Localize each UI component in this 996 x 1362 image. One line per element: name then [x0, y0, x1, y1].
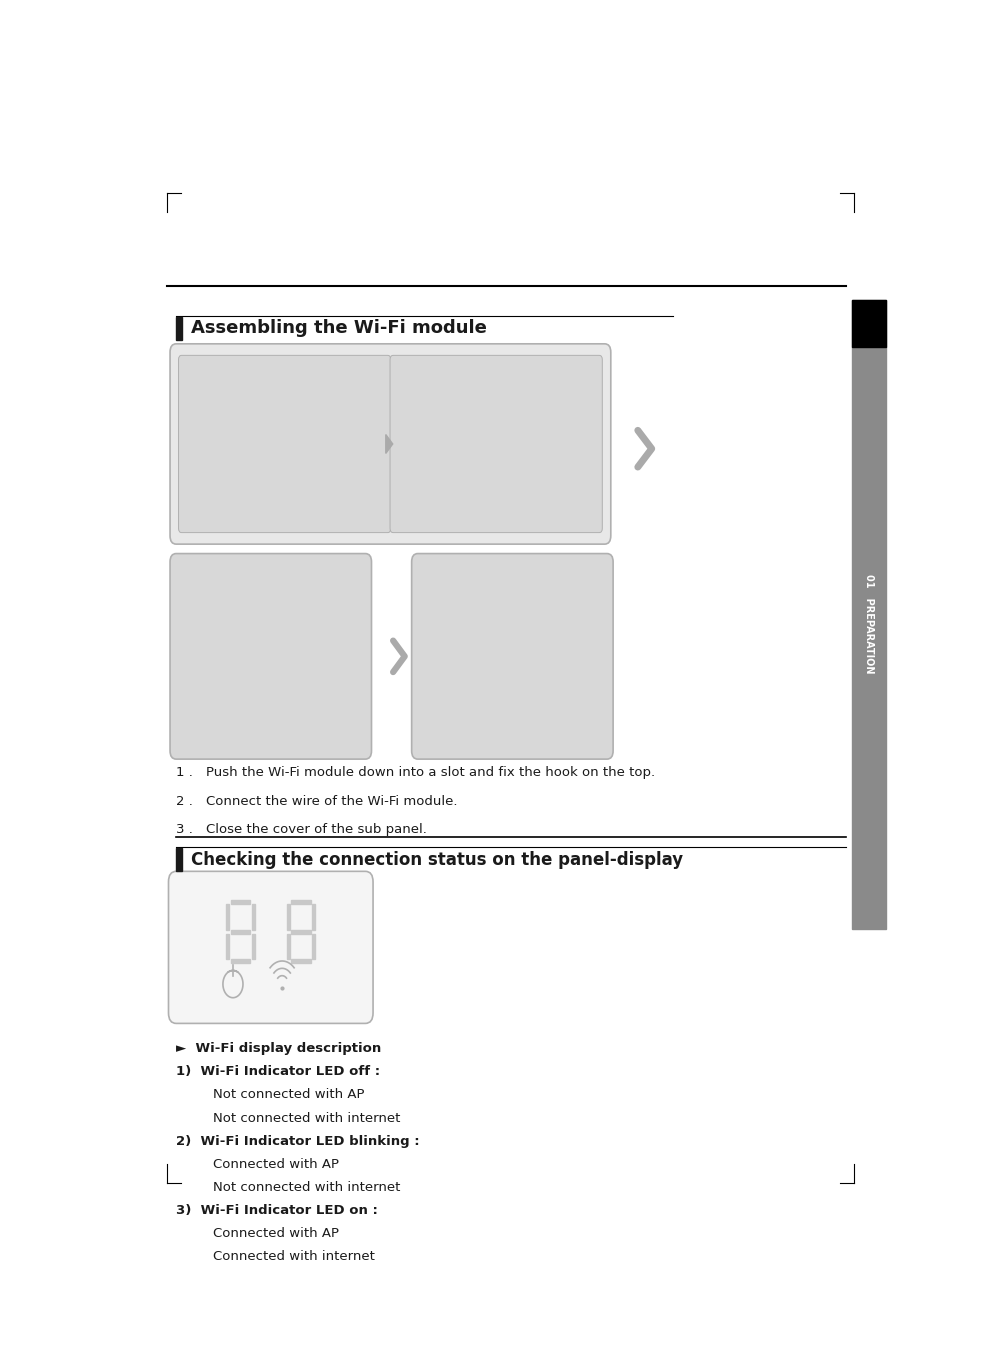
Text: 2)  Wi-Fi Indicator LED blinking :: 2) Wi-Fi Indicator LED blinking :	[176, 1135, 420, 1148]
Bar	[853, 300, 885, 347]
Text: Connected with AP: Connected with AP	[213, 1158, 340, 1171]
Text: Not connected with internet: Not connected with internet	[213, 1181, 400, 1193]
Text: 1 .: 1 .	[176, 767, 201, 779]
Polygon shape	[292, 900, 311, 904]
Text: Push the Wi-Fi module down into a slot and fix the hook on the top.: Push the Wi-Fi module down into a slot a…	[205, 767, 654, 779]
Bar	[853, 300, 885, 929]
Text: 3 .: 3 .	[176, 823, 201, 836]
Text: Connected with internet: Connected with internet	[213, 1250, 375, 1263]
Bar	[176, 316, 181, 339]
Polygon shape	[226, 904, 229, 930]
FancyBboxPatch shape	[170, 343, 611, 545]
Polygon shape	[385, 434, 392, 454]
Text: Connected with AP: Connected with AP	[213, 1227, 340, 1239]
FancyBboxPatch shape	[178, 355, 390, 533]
Text: Close the cover of the sub panel.: Close the cover of the sub panel.	[205, 823, 426, 836]
Bar	[176, 849, 181, 872]
Text: 01   PREPARATION: 01 PREPARATION	[864, 575, 874, 674]
Polygon shape	[252, 904, 255, 930]
FancyBboxPatch shape	[411, 553, 614, 759]
Text: 1)  Wi-Fi Indicator LED off :: 1) Wi-Fi Indicator LED off :	[176, 1065, 380, 1079]
Polygon shape	[292, 930, 311, 934]
Polygon shape	[231, 900, 250, 904]
FancyBboxPatch shape	[170, 553, 372, 759]
Polygon shape	[231, 959, 250, 963]
Text: ►  Wi-Fi display description: ► Wi-Fi display description	[176, 1042, 381, 1056]
Text: Connect the wire of the Wi-Fi module.: Connect the wire of the Wi-Fi module.	[205, 795, 457, 808]
Polygon shape	[287, 904, 290, 930]
Polygon shape	[312, 934, 316, 959]
Text: Assembling the Wi-Fi module: Assembling the Wi-Fi module	[191, 319, 487, 336]
Text: 2 .: 2 .	[176, 795, 201, 808]
Polygon shape	[292, 959, 311, 963]
Text: Not connected with internet: Not connected with internet	[213, 1111, 400, 1125]
Polygon shape	[287, 934, 290, 959]
Text: Not connected with AP: Not connected with AP	[213, 1088, 365, 1102]
Polygon shape	[312, 904, 316, 930]
Polygon shape	[252, 934, 255, 959]
Text: Checking the connection status on the panel-display: Checking the connection status on the pa…	[191, 851, 683, 869]
Polygon shape	[226, 934, 229, 959]
FancyBboxPatch shape	[390, 355, 603, 533]
FancyBboxPatch shape	[168, 872, 374, 1023]
Polygon shape	[231, 930, 250, 934]
Text: 3)  Wi-Fi Indicator LED on :: 3) Wi-Fi Indicator LED on :	[176, 1204, 378, 1216]
